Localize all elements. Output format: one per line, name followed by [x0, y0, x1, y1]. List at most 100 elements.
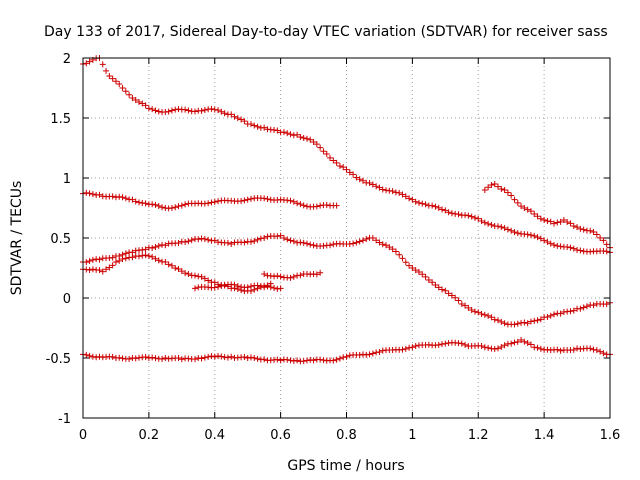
- data-point: [155, 108, 162, 115]
- data-point: [534, 213, 541, 220]
- data-point: [323, 201, 330, 208]
- data-point: [175, 203, 182, 210]
- data-point: [406, 344, 413, 351]
- y-tick-label: -1: [58, 412, 71, 427]
- data-point: [313, 203, 320, 210]
- data-point: [303, 357, 310, 364]
- data-point: [379, 186, 386, 193]
- data-point: [527, 208, 534, 215]
- data-point: [112, 78, 119, 85]
- data-point: [498, 185, 505, 192]
- data-point: [297, 272, 304, 279]
- series-track-a: [80, 55, 613, 256]
- data-point: [198, 107, 205, 114]
- data-point: [86, 258, 93, 265]
- y-tick-label: 1.5: [50, 112, 71, 127]
- data-point: [205, 284, 212, 291]
- data-point: [103, 266, 110, 273]
- data-point: [83, 351, 90, 358]
- data-point: [86, 58, 93, 65]
- data-point: [241, 197, 248, 204]
- data-point: [399, 346, 406, 353]
- data-point: [152, 244, 159, 251]
- data-point: [439, 206, 446, 213]
- data-point: [129, 94, 136, 101]
- data-point: [135, 98, 142, 105]
- data-point: [221, 110, 228, 117]
- data-point: [303, 240, 310, 247]
- data-point: [577, 305, 584, 312]
- data-point: [373, 237, 380, 244]
- data-point: [228, 111, 235, 118]
- data-point: [406, 195, 413, 202]
- data-point: [261, 356, 268, 363]
- data-point: [320, 148, 327, 155]
- data-point: [327, 154, 334, 161]
- data-point: [162, 355, 169, 361]
- data-point: [99, 61, 106, 68]
- data-point: [481, 344, 488, 351]
- data-point: [386, 244, 393, 251]
- data-point: [514, 320, 521, 327]
- data-point: [445, 209, 452, 216]
- data-point: [317, 144, 324, 151]
- data-point: [475, 309, 482, 316]
- data-point: [383, 242, 390, 249]
- data-point: [544, 218, 551, 225]
- series-track-h: [481, 181, 613, 251]
- data-point: [290, 273, 297, 280]
- data-point: [570, 223, 577, 229]
- data-point: [96, 191, 103, 198]
- data-point: [603, 301, 610, 308]
- data-point: [218, 353, 225, 360]
- data-point: [103, 67, 110, 74]
- data-point: [307, 241, 314, 248]
- series-track-e: [191, 280, 274, 292]
- data-point: [587, 227, 594, 234]
- data-point: [518, 203, 525, 210]
- data-point: [300, 134, 307, 141]
- data-point: [159, 204, 166, 211]
- data-point: [211, 353, 218, 360]
- axis-ticks: [82, 57, 611, 419]
- data-point: [343, 353, 350, 360]
- data-point: [142, 246, 149, 253]
- data-point: [590, 229, 597, 235]
- data-point: [419, 200, 426, 207]
- data-point: [218, 108, 225, 115]
- data-point: [597, 348, 604, 355]
- data-point: [425, 277, 432, 283]
- data-point: [537, 316, 544, 323]
- data-point: [343, 166, 350, 173]
- data-point: [178, 202, 185, 209]
- x-tick-label: 1.2: [468, 428, 489, 443]
- data-point: [198, 273, 205, 280]
- data-point: [488, 182, 495, 189]
- data-point: [201, 236, 208, 243]
- y-tick-label: 0: [63, 292, 71, 307]
- data-point: [313, 271, 320, 278]
- data-point: [165, 261, 172, 268]
- x-tick-label: 0.2: [139, 428, 160, 443]
- data-point: [122, 88, 129, 95]
- data-point: [218, 283, 225, 289]
- data-point: [247, 283, 254, 290]
- data-point: [363, 236, 370, 243]
- data-point: [307, 136, 314, 143]
- data-point: [182, 239, 189, 246]
- data-point: [300, 358, 307, 365]
- data-point: [96, 256, 103, 263]
- data-point: [458, 301, 465, 307]
- data-point: [310, 242, 317, 249]
- data-point: [145, 105, 152, 112]
- data-point: [303, 203, 310, 210]
- data-point: [277, 232, 284, 239]
- data-point: [462, 212, 469, 219]
- data-point: [419, 271, 426, 278]
- data-point: [178, 356, 185, 363]
- data-point: [593, 231, 600, 238]
- data-point: [86, 190, 93, 197]
- data-point: [567, 308, 574, 315]
- data-point: [442, 340, 449, 347]
- data-point: [346, 169, 353, 176]
